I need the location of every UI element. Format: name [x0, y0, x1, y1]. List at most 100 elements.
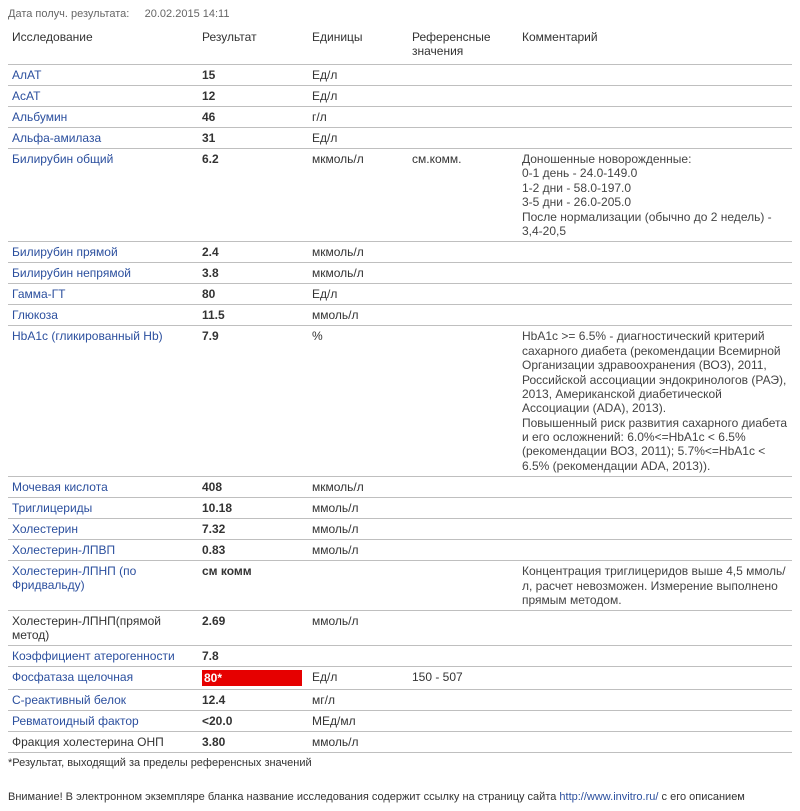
test-name-link[interactable]: Холестерин-ЛПНП (по Фридвальду) [12, 564, 136, 592]
comment-value [518, 690, 792, 711]
result-value: 7.32 [202, 522, 225, 536]
ref-value [408, 128, 518, 149]
ref-value [408, 611, 518, 646]
table-row: Фосфатаза щелочная80*Ед/л150 - 507 [8, 667, 792, 690]
result-value: 10.18 [202, 501, 232, 515]
test-name-link[interactable]: Гамма-ГТ [12, 287, 66, 301]
units-value: Ед/л [308, 128, 408, 149]
test-name-link[interactable]: С-реактивный белок [12, 693, 126, 707]
comment-value [518, 284, 792, 305]
footnote: *Результат, выходящий за пределы референ… [8, 757, 792, 769]
disclaimer-suffix: с его описанием [662, 791, 745, 803]
comment-value [518, 263, 792, 284]
table-header-row: Исследование Результат Единицы Референсн… [8, 26, 792, 65]
test-name: Фракция холестерина ОНП [12, 735, 164, 749]
comment-value [518, 128, 792, 149]
table-row: АлАТ15Ед/л [8, 65, 792, 86]
test-name-link[interactable]: Фосфатаза щелочная [12, 670, 133, 684]
table-row: Холестерин-ЛПНП (по Фридвальду) см комм Ко… [8, 561, 792, 611]
header-units: Единицы [308, 26, 408, 65]
units-value: мкмоль/л [308, 263, 408, 284]
result-value: 11.5 [202, 308, 225, 322]
ref-value [408, 242, 518, 263]
units-value: ммоль/л [308, 611, 408, 646]
ref-value [408, 690, 518, 711]
comment-value [518, 498, 792, 519]
table-row: Холестерин 7.32 ммоль/л [8, 519, 792, 540]
test-name-link[interactable]: Билирубин непрямой [12, 266, 131, 280]
comment-value [518, 86, 792, 107]
table-row: HbA1c (гликированный Hb)7.9%HbA1c >= 6.5… [8, 326, 792, 477]
ref-value [408, 284, 518, 305]
test-name-link[interactable]: АсАТ [12, 89, 40, 103]
result-value: 12 [202, 89, 215, 103]
ref-value [408, 65, 518, 86]
comment-value [518, 519, 792, 540]
test-name-link[interactable]: HbA1c (гликированный Hb) [12, 329, 163, 343]
units-value: МЕд/мл [308, 711, 408, 732]
units-value: мкмоль/л [308, 242, 408, 263]
result-value: 408 [202, 480, 222, 494]
ref-value [408, 732, 518, 753]
result-value: 2.4 [202, 245, 219, 259]
test-name-link[interactable]: Билирубин прямой [12, 245, 118, 259]
table-row: Альфа-амилаза31Ед/л [8, 128, 792, 149]
comment-value [518, 667, 792, 690]
test-name-link[interactable]: Глюкоза [12, 308, 58, 322]
test-name-link[interactable]: Альфа-амилаза [12, 131, 101, 145]
test-name-link[interactable]: Билирубин общий [12, 152, 113, 166]
comment-value: Концентрация триглицеридов выше 4,5 ммол… [518, 561, 792, 611]
units-value: мкмоль/л [308, 477, 408, 498]
ref-value [408, 519, 518, 540]
result-value: 0.83 [202, 543, 225, 557]
units-value: ммоль/л [308, 732, 408, 753]
test-name-link[interactable]: Ревматоидный фактор [12, 714, 139, 728]
comment-value: HbA1c >= 6.5% - диагностический критерий… [518, 326, 792, 477]
units-value [308, 561, 408, 611]
test-name-link[interactable]: Холестерин [12, 522, 78, 536]
result-value: 3.80 [202, 735, 225, 749]
result-flagged: 80* [202, 670, 302, 686]
disclaimer: Внимание! В электронном экземпляре бланк… [8, 791, 792, 803]
result-date-label: Дата получ. результата: [8, 8, 129, 20]
table-row: Фракция холестерина ОНП 3.80 ммоль/л [8, 732, 792, 753]
units-value: ммоль/л [308, 519, 408, 540]
result-value: 2.69 [202, 614, 225, 628]
table-row: Гамма-ГТ80Ед/л [8, 284, 792, 305]
test-name-link[interactable]: Холестерин-ЛПВП [12, 543, 115, 557]
ref-value [408, 540, 518, 561]
comment-value [518, 477, 792, 498]
units-value: Ед/л [308, 86, 408, 107]
table-row: Коэффициент атерогенности 7.8 [8, 646, 792, 667]
ref-value [408, 498, 518, 519]
table-row: Мочевая кислота 408 мкмоль/л [8, 477, 792, 498]
result-value: 3.8 [202, 266, 219, 280]
units-value: мг/л [308, 690, 408, 711]
result-value: см комм [202, 564, 252, 578]
comment-value [518, 65, 792, 86]
comment-value [518, 107, 792, 128]
ref-value [408, 263, 518, 284]
ref-value [408, 711, 518, 732]
result-value: 7.9 [202, 329, 219, 343]
test-name-link[interactable]: АлАТ [12, 68, 41, 82]
ref-value [408, 561, 518, 611]
test-name-link[interactable]: Мочевая кислота [12, 480, 108, 494]
result-value: 15 [202, 68, 215, 82]
ref-value [408, 107, 518, 128]
units-value: г/л [308, 107, 408, 128]
test-name-link[interactable]: Коэффициент атерогенности [12, 649, 175, 663]
header-comment: Комментарий [518, 26, 792, 65]
test-name-link[interactable]: Триглицериды [12, 501, 92, 515]
comment-value [518, 611, 792, 646]
test-name: Холестерин-ЛПНП(прямой метод) [12, 614, 161, 642]
disclaimer-link[interactable]: http://www.invitro.ru/ [559, 791, 658, 803]
comment-value [518, 732, 792, 753]
table-row: Альбумин46г/л [8, 107, 792, 128]
ref-value [408, 305, 518, 326]
table-row: АсАТ 12 Ед/л [8, 86, 792, 107]
result-value: 7.8 [202, 649, 219, 663]
comment-value [518, 540, 792, 561]
table-row: Билирубин непрямой 3.8 мкмоль/л [8, 263, 792, 284]
test-name-link[interactable]: Альбумин [12, 110, 67, 124]
